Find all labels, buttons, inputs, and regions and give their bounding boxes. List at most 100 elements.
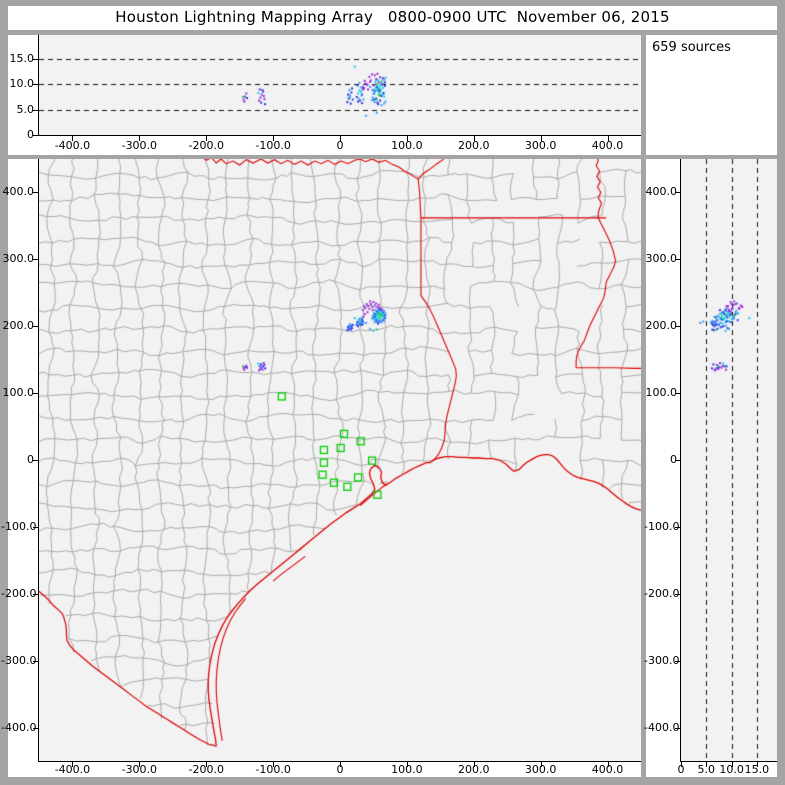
top-plot-bottom-spine <box>38 135 641 136</box>
right-alt-tick <box>706 762 708 767</box>
map-y-tick <box>33 326 38 328</box>
top-x-tick-label: -200.0 <box>188 139 224 152</box>
right-left-spine <box>680 159 681 762</box>
right-y-tick-label: -300.0 <box>644 653 680 667</box>
map-x-tick-label: 300.0 <box>524 763 557 776</box>
map-y-tick <box>33 460 38 461</box>
right-y-tick <box>675 727 680 729</box>
right-alt-tick <box>756 762 758 767</box>
top-x-tick-label: 300.0 <box>524 139 557 152</box>
map-y-tick-label: -100.0 <box>1 519 37 533</box>
map-x-tick-label: -400.0 <box>54 763 91 776</box>
map-x-tick-label: -200.0 <box>188 763 224 776</box>
top-alt-tick-label: 10.0 <box>9 77 35 91</box>
map-x-tick-label: -100.0 <box>255 763 291 776</box>
right-y-tick-label: 400.0 <box>645 185 678 199</box>
right-y-tick <box>675 526 680 528</box>
top-x-tick <box>607 136 609 141</box>
top-alt-tick-label: 15.0 <box>9 52 35 66</box>
map-y-tick-label: 0 <box>27 453 34 466</box>
alt-vs-eastwest-plot <box>39 35 641 135</box>
right-y-tick-label: -200.0 <box>644 586 680 600</box>
right-alt-tick-label: 0 <box>677 763 685 776</box>
alt-vs-eastwest-canvas <box>39 35 641 135</box>
map-y-tick <box>33 259 38 261</box>
top-x-tick <box>473 136 475 141</box>
top-x-tick-label: 100.0 <box>391 139 423 152</box>
map-x-tick-label: 0 <box>336 763 344 776</box>
map-y-tick-label: 400.0 <box>2 185 35 199</box>
right-y-tick <box>675 393 680 395</box>
sources-panel: 659 sources <box>646 35 777 155</box>
right-y-tick-label: 0 <box>670 453 677 466</box>
right-alt-tick-label: 15.0 <box>744 763 770 776</box>
right-bottom-spine <box>680 761 777 762</box>
top-alt-tick-label: 0 <box>27 128 34 141</box>
right-y-tick-label: -100.0 <box>644 519 680 533</box>
map-y-tick <box>33 393 38 395</box>
top-alt-tick <box>33 135 38 136</box>
top-plot-left-spine <box>38 35 39 136</box>
map-y-tick <box>33 727 38 729</box>
map-x-tick <box>607 762 609 767</box>
map-x-tick <box>473 762 475 767</box>
sources-count-label: 659 sources <box>652 40 731 55</box>
plan-map-canvas <box>39 159 641 761</box>
top-x-tick <box>139 136 141 141</box>
map-y-tick <box>33 192 38 194</box>
right-y-tick-label: 200.0 <box>645 319 678 333</box>
map-y-tick-label: 200.0 <box>2 319 35 333</box>
top-x-tick-label: -300.0 <box>121 139 158 152</box>
map-x-tick-label: -300.0 <box>121 763 158 776</box>
map-x-tick <box>273 762 275 767</box>
title-bar: Houston Lightning Mapping Array 0800-090… <box>8 6 777 30</box>
map-x-tick-label: 400.0 <box>591 763 624 776</box>
map-y-tick-label: -400.0 <box>1 720 37 734</box>
right-alt-tick <box>731 762 733 767</box>
top-x-tick <box>540 136 542 141</box>
top-x-tick <box>72 136 74 141</box>
map-x-tick-label: 200.0 <box>458 763 490 776</box>
map-x-tick <box>406 762 408 767</box>
top-x-tick-label: 400.0 <box>591 139 624 152</box>
map-y-tick-label: 100.0 <box>2 386 35 400</box>
map-left-spine <box>38 159 39 762</box>
map-y-tick <box>33 593 38 595</box>
right-y-tick <box>675 460 680 461</box>
top-alt-tick <box>33 59 38 61</box>
top-x-tick-label: 200.0 <box>458 139 490 152</box>
map-x-tick <box>139 762 141 767</box>
plan-map-plot <box>39 159 641 761</box>
right-y-tick <box>675 259 680 261</box>
top-x-tick <box>406 136 408 141</box>
map-x-tick <box>340 762 341 767</box>
map-x-tick <box>206 762 208 767</box>
right-y-tick <box>675 326 680 328</box>
right-alt-tick-label: 10.0 <box>719 763 744 776</box>
right-alt-tick-label: 5.0 <box>697 763 716 776</box>
top-alt-tick-label: 5.0 <box>16 102 35 116</box>
right-y-tick <box>675 660 680 662</box>
right-y-tick-label: 100.0 <box>645 386 678 400</box>
map-x-tick-label: 100.0 <box>391 763 423 776</box>
map-bottom-spine <box>38 761 641 762</box>
top-x-tick <box>273 136 275 141</box>
map-x-tick <box>540 762 542 767</box>
map-y-tick-label: -200.0 <box>1 586 37 600</box>
right-alt-tick <box>681 762 682 767</box>
map-y-tick-label: -300.0 <box>1 653 37 667</box>
top-x-tick-label: -400.0 <box>54 139 91 152</box>
right-y-tick <box>675 593 680 595</box>
top-x-tick <box>340 136 341 141</box>
right-y-tick-label: -400.0 <box>644 720 680 734</box>
map-y-tick <box>33 660 38 662</box>
page-title: Houston Lightning Mapping Array 0800-090… <box>115 8 670 26</box>
top-x-tick-label: -100.0 <box>255 139 291 152</box>
map-y-tick <box>33 526 38 528</box>
top-x-tick-label: 0 <box>336 139 344 152</box>
top-alt-tick <box>33 84 38 86</box>
top-alt-tick <box>33 109 38 111</box>
northsouth-vs-alt-canvas <box>681 159 777 761</box>
map-x-tick <box>72 762 74 767</box>
